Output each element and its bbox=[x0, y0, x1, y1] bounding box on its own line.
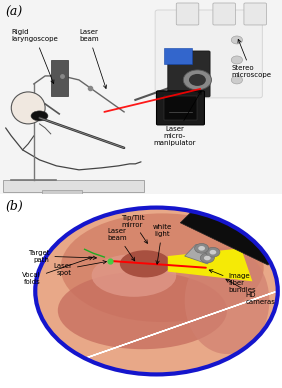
Text: HD
cameras: HD cameras bbox=[226, 279, 275, 305]
Polygon shape bbox=[0, 194, 282, 388]
Ellipse shape bbox=[61, 213, 264, 322]
Circle shape bbox=[231, 36, 243, 44]
Bar bbox=[3, 180, 144, 192]
Circle shape bbox=[200, 253, 214, 263]
FancyBboxPatch shape bbox=[157, 91, 204, 125]
FancyBboxPatch shape bbox=[168, 51, 210, 97]
Text: Rigid
laryngoscope: Rigid laryngoscope bbox=[11, 29, 58, 83]
Circle shape bbox=[206, 248, 220, 257]
Circle shape bbox=[210, 250, 216, 255]
Polygon shape bbox=[185, 244, 219, 264]
Bar bbox=[164, 48, 192, 64]
Text: Laser
micro-
manipulator: Laser micro- manipulator bbox=[154, 91, 201, 146]
Text: (b): (b) bbox=[6, 200, 23, 213]
FancyBboxPatch shape bbox=[155, 10, 262, 98]
Bar bbox=[51, 60, 68, 96]
Circle shape bbox=[231, 56, 243, 64]
Circle shape bbox=[198, 246, 205, 251]
Ellipse shape bbox=[31, 111, 48, 121]
Text: Vocal
folds: Vocal folds bbox=[22, 257, 92, 285]
Text: Laser
beam: Laser beam bbox=[107, 228, 135, 261]
Text: Tip/Tilt
mirror: Tip/Tilt mirror bbox=[121, 215, 147, 243]
Text: white
light: white light bbox=[153, 224, 172, 264]
Circle shape bbox=[231, 76, 243, 84]
Ellipse shape bbox=[120, 250, 171, 277]
Polygon shape bbox=[180, 201, 282, 265]
Text: Laser
beam: Laser beam bbox=[79, 29, 107, 88]
Circle shape bbox=[189, 74, 206, 86]
Ellipse shape bbox=[58, 272, 227, 349]
Text: Image
fiber
bundles: Image fiber bundles bbox=[209, 270, 256, 293]
Text: (a): (a) bbox=[6, 6, 23, 19]
FancyBboxPatch shape bbox=[213, 3, 235, 25]
Bar bbox=[42, 190, 82, 198]
Ellipse shape bbox=[185, 248, 269, 354]
FancyBboxPatch shape bbox=[244, 3, 266, 25]
Circle shape bbox=[183, 70, 212, 90]
Ellipse shape bbox=[92, 254, 176, 297]
Circle shape bbox=[35, 208, 278, 374]
Text: Stereo
microscope: Stereo microscope bbox=[231, 39, 271, 78]
FancyBboxPatch shape bbox=[176, 3, 199, 25]
Circle shape bbox=[204, 256, 211, 260]
Text: Target
path: Target path bbox=[28, 249, 96, 263]
Circle shape bbox=[195, 244, 209, 253]
Polygon shape bbox=[168, 248, 252, 281]
Ellipse shape bbox=[11, 92, 45, 124]
Text: Laser
spot: Laser spot bbox=[53, 261, 106, 276]
Bar bbox=[164, 96, 197, 120]
